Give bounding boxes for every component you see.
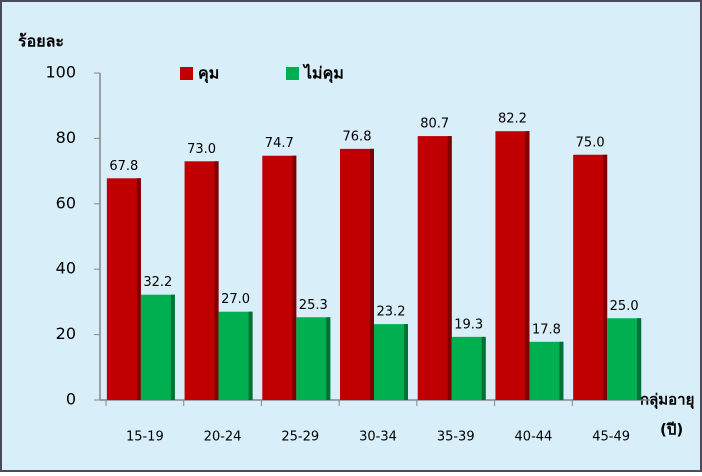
y-axis-label: ร้อยละ	[18, 32, 64, 51]
x-tick-label: 25-29	[281, 430, 319, 445]
legend-label: คุม	[198, 64, 219, 84]
bar	[607, 318, 641, 400]
x-tick-label: 40-44	[515, 430, 553, 445]
y-tick-label: 100	[45, 63, 76, 82]
bar-side	[637, 318, 641, 400]
bar-side	[171, 295, 175, 400]
bar	[418, 136, 452, 400]
bar-side	[292, 156, 296, 400]
x-tick-label: 35-39	[437, 430, 475, 445]
value-label: 17.8	[532, 322, 561, 337]
bar	[452, 337, 486, 400]
bar	[340, 149, 374, 400]
y-tick-label: 80	[56, 128, 76, 147]
x-tick-label: 15-19	[126, 430, 164, 445]
bar-side	[603, 155, 607, 400]
y-tick-label: 20	[56, 324, 76, 343]
bar	[529, 342, 563, 400]
legend-label: ไม่คุม	[302, 64, 344, 84]
value-label: 32.2	[143, 275, 172, 290]
value-label: 75.0	[576, 135, 605, 150]
bar-side	[326, 317, 330, 400]
value-label: 25.0	[610, 299, 639, 314]
bar	[219, 312, 253, 400]
bar-side	[249, 312, 253, 400]
value-label: 27.0	[221, 292, 250, 307]
bar-side	[215, 161, 219, 400]
value-label: 25.3	[299, 298, 328, 313]
bar-side	[448, 136, 452, 400]
y-tick-label: 0	[66, 390, 76, 409]
bar-side	[370, 149, 374, 400]
bar-side	[137, 178, 141, 400]
legend-swatch	[286, 67, 299, 80]
bar	[374, 324, 408, 400]
x-axis-label: (ปี)	[660, 421, 683, 439]
bar	[107, 178, 141, 400]
value-label: 76.8	[343, 129, 372, 144]
x-tick-label: 45-49	[592, 430, 630, 445]
x-tick-label: 30-34	[359, 430, 397, 445]
bar	[141, 295, 175, 400]
bar	[573, 155, 607, 400]
bar-side	[525, 131, 529, 400]
value-label: 19.3	[454, 317, 483, 332]
value-label: 80.7	[420, 117, 449, 132]
y-tick-label: 60	[56, 193, 76, 212]
x-tick-label: 20-24	[204, 430, 242, 445]
bar-side	[559, 342, 563, 400]
value-label: 73.0	[187, 142, 216, 157]
bar	[262, 156, 296, 400]
bar	[185, 161, 219, 400]
value-label: 82.2	[498, 112, 527, 127]
legend-swatch	[180, 67, 193, 80]
bar	[296, 317, 330, 400]
value-label: 67.8	[109, 159, 138, 174]
chart: ร้อยละ กลุ่มอายุ (ปี) 02040608010015-196…	[0, 0, 702, 472]
bar-side	[482, 337, 486, 400]
bar-side	[404, 324, 408, 400]
value-label: 74.7	[265, 136, 294, 151]
y-tick-label: 40	[56, 259, 76, 278]
bar	[495, 131, 529, 400]
value-label: 23.2	[377, 305, 406, 320]
